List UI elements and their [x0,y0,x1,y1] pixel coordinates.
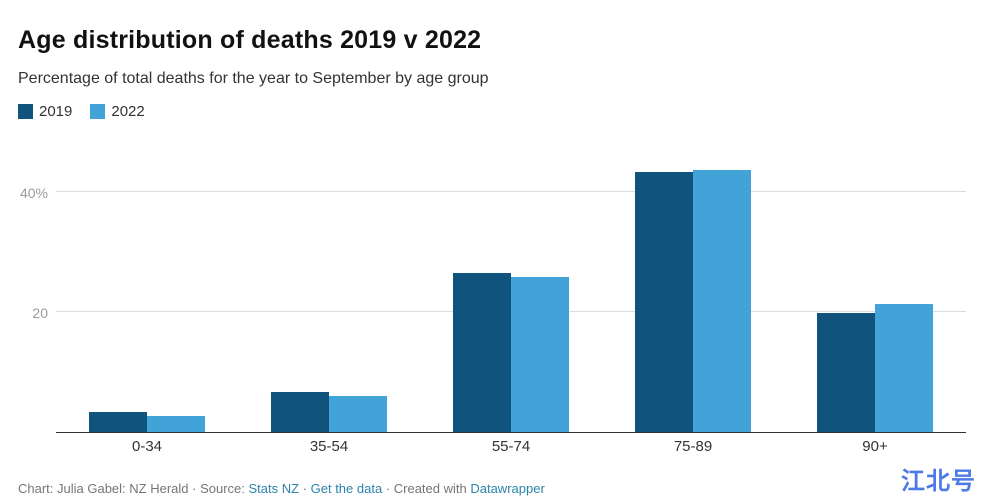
bar-2019-35-54 [271,391,329,432]
footer-separator-2: · Created with [382,481,471,496]
get-data-link[interactable]: Get the data [310,481,383,496]
footer-attribution: Chart: Julia Gabel: NZ Herald · Source: … [18,481,545,496]
bar-2022-75-89 [693,169,751,432]
x-tick-label-0-34: 0-34 [131,438,163,455]
chart-title: Age distribution of deaths 2019 v 2022 [18,26,482,54]
datawrapper-link[interactable]: Datawrapper [470,481,545,496]
footer-prefix: Chart: Julia Gabel: NZ Herald · Source: [18,481,249,496]
legend-label-2022: 2022 [111,103,145,120]
bar-2019-90+ [817,313,875,432]
footer-separator-1: · [299,481,311,496]
legend-item-2022: 2022 [90,103,145,120]
y-tick-label-40: 40% [19,184,48,201]
gridline-40 [56,190,966,192]
bar-2019-55-74 [453,272,511,432]
watermark: 江北号 [901,468,976,495]
bar-2022-35-54 [329,395,387,432]
y-tick-label-20: 20 [32,304,48,321]
x-tick-label-75-89: 75-89 [673,438,713,455]
bar-2019-0-34 [89,412,147,432]
legend: 2019 2022 [18,103,145,120]
bar-2022-0-34 [147,415,205,432]
bar-2019-75-89 [635,172,693,432]
x-tick-label-35-54: 35-54 [309,438,349,455]
chart-subtitle: Percentage of total deaths for the year … [18,70,489,87]
bar-2022-55-74 [511,276,569,432]
plot-area [56,155,966,433]
legend-label-2019: 2019 [39,103,73,120]
x-tick-label-90+: 90+ [862,438,888,455]
source-link[interactable]: Stats NZ [248,481,300,496]
legend-item-2019: 2019 [18,103,72,120]
x-tick-label-55-74: 55-74 [491,438,531,455]
legend-swatch-2019 [18,104,33,119]
bar-2022-90+ [875,304,933,432]
legend-swatch-2022 [90,104,106,119]
